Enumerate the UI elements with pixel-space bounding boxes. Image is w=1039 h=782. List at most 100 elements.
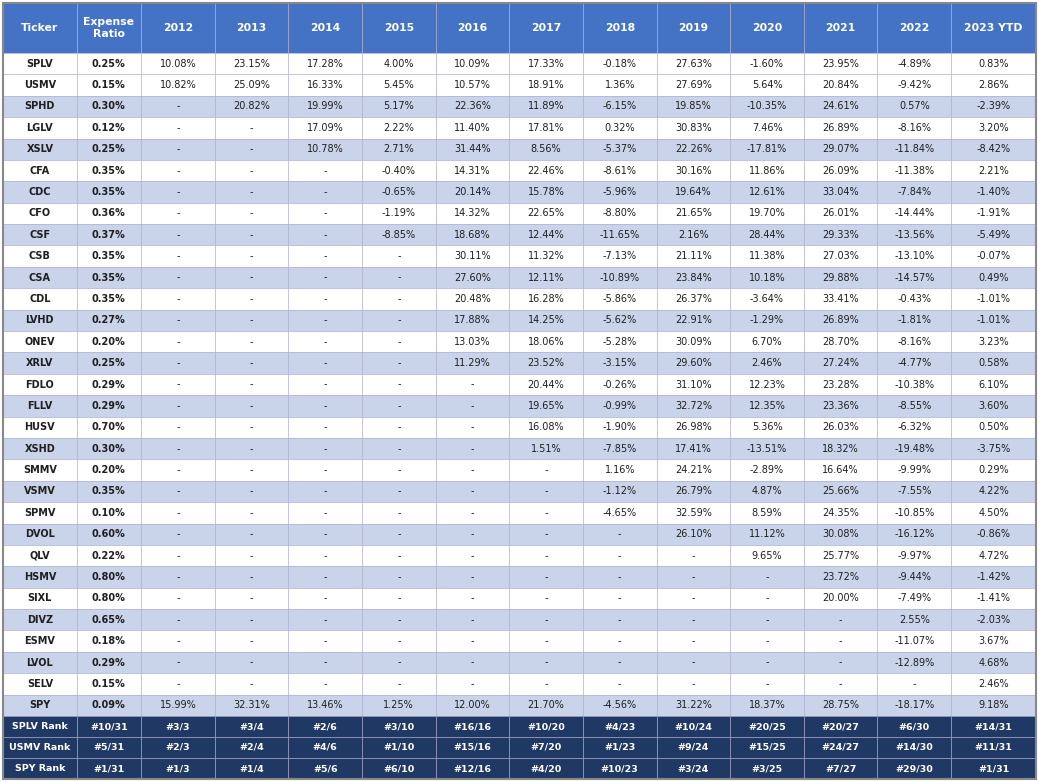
Text: 32.31%: 32.31% [233, 701, 270, 710]
Text: 23.84%: 23.84% [675, 273, 712, 282]
Bar [509, 481, 583, 502]
Text: -: - [544, 508, 548, 518]
Text: -8.42%: -8.42% [977, 144, 1011, 154]
Text: 9.18%: 9.18% [979, 701, 1009, 710]
Text: 2015: 2015 [383, 23, 414, 33]
Bar [583, 417, 657, 438]
Bar [878, 203, 951, 224]
Bar [878, 353, 951, 374]
Bar [583, 95, 657, 117]
Bar [951, 566, 1036, 588]
Text: 28.44%: 28.44% [749, 230, 785, 240]
Text: CSA: CSA [29, 273, 51, 282]
Text: -: - [838, 636, 843, 646]
Bar [362, 138, 435, 160]
Bar [215, 310, 289, 331]
Bar [362, 609, 435, 630]
Text: -: - [397, 315, 401, 325]
Text: 0.30%: 0.30% [92, 443, 126, 454]
Text: -: - [177, 529, 180, 540]
Bar [77, 181, 141, 203]
Text: -: - [397, 465, 401, 475]
Text: -1.90%: -1.90% [603, 422, 637, 432]
Bar [657, 502, 730, 523]
Bar [951, 758, 1036, 779]
Text: 29.33%: 29.33% [822, 230, 859, 240]
Text: -10.35%: -10.35% [747, 102, 788, 112]
Text: 11.89%: 11.89% [528, 102, 564, 112]
Text: 12.23%: 12.23% [748, 379, 785, 389]
Bar [215, 588, 289, 609]
Text: 26.03%: 26.03% [822, 422, 859, 432]
Bar [435, 203, 509, 224]
Bar [3, 289, 77, 310]
Bar [878, 438, 951, 459]
Text: 4.87%: 4.87% [751, 486, 782, 497]
Text: 0.50%: 0.50% [979, 422, 1009, 432]
Bar [951, 310, 1036, 331]
Bar [583, 331, 657, 353]
Text: 2019: 2019 [678, 23, 709, 33]
Text: -: - [177, 465, 180, 475]
Text: 27.69%: 27.69% [675, 80, 712, 90]
Bar [804, 74, 878, 95]
Bar [362, 694, 435, 716]
Bar [951, 630, 1036, 652]
Bar [509, 758, 583, 779]
Bar [141, 609, 215, 630]
Text: -: - [692, 615, 695, 625]
Bar [583, 716, 657, 737]
Text: -: - [618, 572, 621, 582]
Text: 0.30%: 0.30% [92, 102, 126, 112]
Bar [730, 267, 804, 289]
Bar [657, 3, 730, 53]
Bar [141, 652, 215, 673]
Text: 2.71%: 2.71% [383, 144, 415, 154]
Bar [730, 481, 804, 502]
Bar [583, 246, 657, 267]
Bar [362, 673, 435, 694]
Bar [878, 737, 951, 758]
Bar [804, 566, 878, 588]
Text: 27.24%: 27.24% [822, 358, 859, 368]
Bar [951, 374, 1036, 395]
Text: -11.38%: -11.38% [895, 166, 934, 176]
Bar [804, 438, 878, 459]
Bar [362, 588, 435, 609]
Text: 0.29%: 0.29% [92, 379, 126, 389]
Text: 2023 YTD: 2023 YTD [964, 23, 1022, 33]
Text: -: - [766, 679, 769, 689]
Bar [804, 267, 878, 289]
Text: -7.49%: -7.49% [898, 594, 931, 604]
Text: -5.37%: -5.37% [603, 144, 637, 154]
Text: -: - [692, 594, 695, 604]
Bar [141, 737, 215, 758]
Bar [3, 310, 77, 331]
Bar [435, 95, 509, 117]
Text: -: - [397, 486, 401, 497]
Bar [804, 758, 878, 779]
Text: SIXL: SIXL [28, 594, 52, 604]
Text: USMV Rank: USMV Rank [9, 743, 71, 752]
Text: -1.91%: -1.91% [977, 209, 1011, 218]
Text: -: - [471, 594, 474, 604]
Bar [730, 395, 804, 417]
Text: -: - [177, 166, 180, 176]
Text: -1.01%: -1.01% [977, 315, 1011, 325]
Bar [362, 3, 435, 53]
Bar [289, 694, 362, 716]
Bar [657, 566, 730, 588]
Bar [804, 523, 878, 545]
Text: 2013: 2013 [237, 23, 267, 33]
Text: -12.89%: -12.89% [895, 658, 934, 668]
Bar [951, 181, 1036, 203]
Bar [878, 224, 951, 246]
Text: Ticker: Ticker [21, 23, 58, 33]
Bar [509, 609, 583, 630]
Bar [509, 224, 583, 246]
Text: #24/27: #24/27 [822, 743, 859, 752]
Bar [141, 630, 215, 652]
Bar [215, 3, 289, 53]
Text: -: - [249, 658, 254, 668]
Bar [878, 160, 951, 181]
